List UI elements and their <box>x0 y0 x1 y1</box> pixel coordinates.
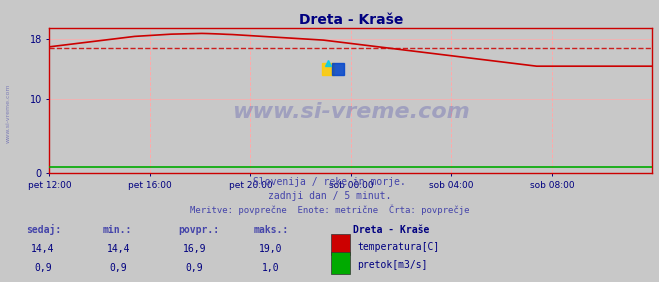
Text: 16,9: 16,9 <box>183 244 206 254</box>
Text: www.si-vreme.com: www.si-vreme.com <box>5 83 11 142</box>
Text: www.si-vreme.com: www.si-vreme.com <box>232 102 470 122</box>
Text: 0,9: 0,9 <box>34 263 51 273</box>
Text: sedaj:: sedaj: <box>26 224 61 235</box>
Text: 19,0: 19,0 <box>258 244 282 254</box>
Text: Slovenija / reke in morje.: Slovenija / reke in morje. <box>253 177 406 187</box>
Text: Dreta - Kraše: Dreta - Kraše <box>353 225 429 235</box>
Text: 0,9: 0,9 <box>110 263 127 273</box>
Text: povpr.:: povpr.: <box>178 225 219 235</box>
Text: temperatura[C]: temperatura[C] <box>357 242 440 252</box>
Text: pretok[m3/s]: pretok[m3/s] <box>357 260 428 270</box>
Text: 14,4: 14,4 <box>107 244 130 254</box>
Text: 0,9: 0,9 <box>186 263 203 273</box>
Text: 14,4: 14,4 <box>31 244 55 254</box>
Text: Meritve: povprečne  Enote: metrične  Črta: povprečje: Meritve: povprečne Enote: metrične Črta:… <box>190 204 469 215</box>
Title: Dreta - Kraše: Dreta - Kraše <box>299 13 403 27</box>
Text: 1,0: 1,0 <box>262 263 279 273</box>
Text: maks.:: maks.: <box>254 225 289 235</box>
Text: zadnji dan / 5 minut.: zadnji dan / 5 minut. <box>268 191 391 201</box>
Text: min.:: min.: <box>102 225 132 235</box>
